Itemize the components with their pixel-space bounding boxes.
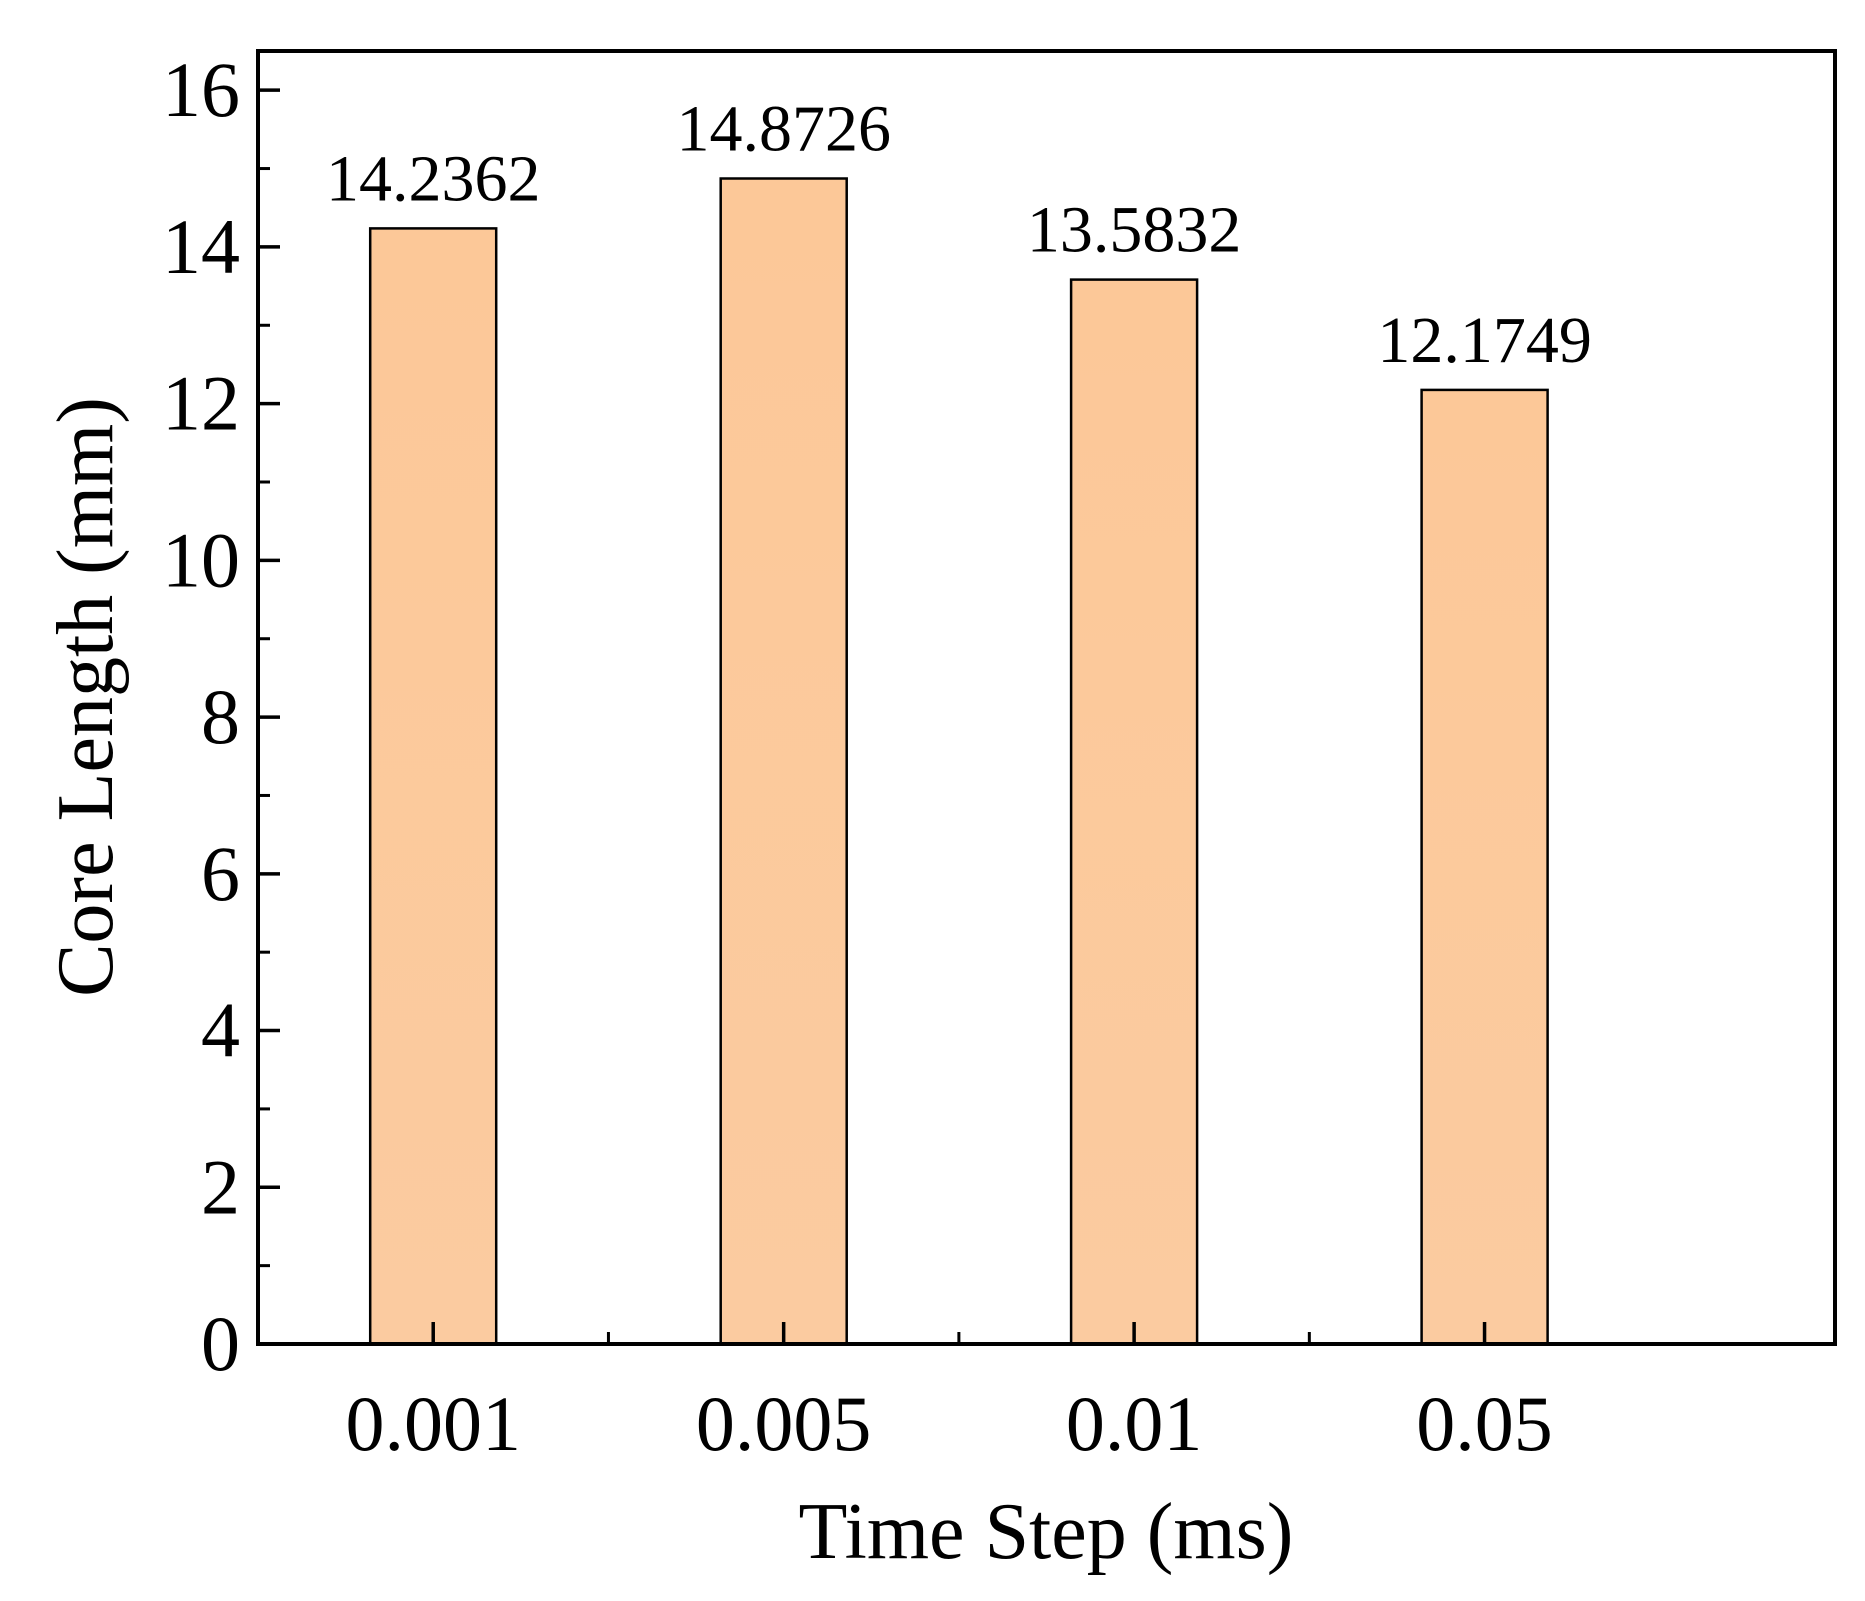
plot-frame: [256, 49, 1837, 1346]
y-axis-title: Core Length (mm): [42, 397, 130, 997]
y-tick-label: 2: [201, 1143, 240, 1230]
data-label: 13.5832: [1027, 194, 1242, 267]
bar: [719, 177, 848, 1346]
y-tick-label: 0: [201, 1300, 240, 1387]
y-tick-label: 12: [162, 360, 240, 447]
data-label: 14.8726: [676, 93, 891, 166]
x-axis-title: Time Step (ms): [799, 1488, 1294, 1576]
y-axis: 0 2 4 6 8 10 12 14 16: [162, 46, 280, 1387]
bars-layer: [368, 177, 1549, 1346]
bar: [1420, 388, 1549, 1346]
y-tick-label: 10: [162, 516, 240, 603]
y-tick-label: 14: [162, 203, 240, 290]
y-tick-label: 16: [162, 46, 240, 133]
y-tick-label: 8: [201, 673, 240, 760]
x-tick-label: 0.001: [345, 1380, 521, 1467]
data-label: 12.1749: [1377, 304, 1592, 377]
x-tick-label: 0.005: [696, 1380, 872, 1467]
y-tick-label: 6: [201, 830, 240, 917]
data-label: 14.2362: [326, 142, 541, 215]
bar: [368, 227, 498, 1346]
y-tick-label: 4: [201, 987, 240, 1074]
x-tick-label: 0.05: [1416, 1380, 1553, 1467]
x-tick-label: 0.01: [1066, 1380, 1203, 1467]
data-labels-layer: 14.2362 14.8726 13.5832 12.1749: [326, 93, 1592, 377]
x-axis: 0.001 0.005 0.01 0.05: [345, 1322, 1553, 1467]
bar: [1069, 278, 1199, 1346]
